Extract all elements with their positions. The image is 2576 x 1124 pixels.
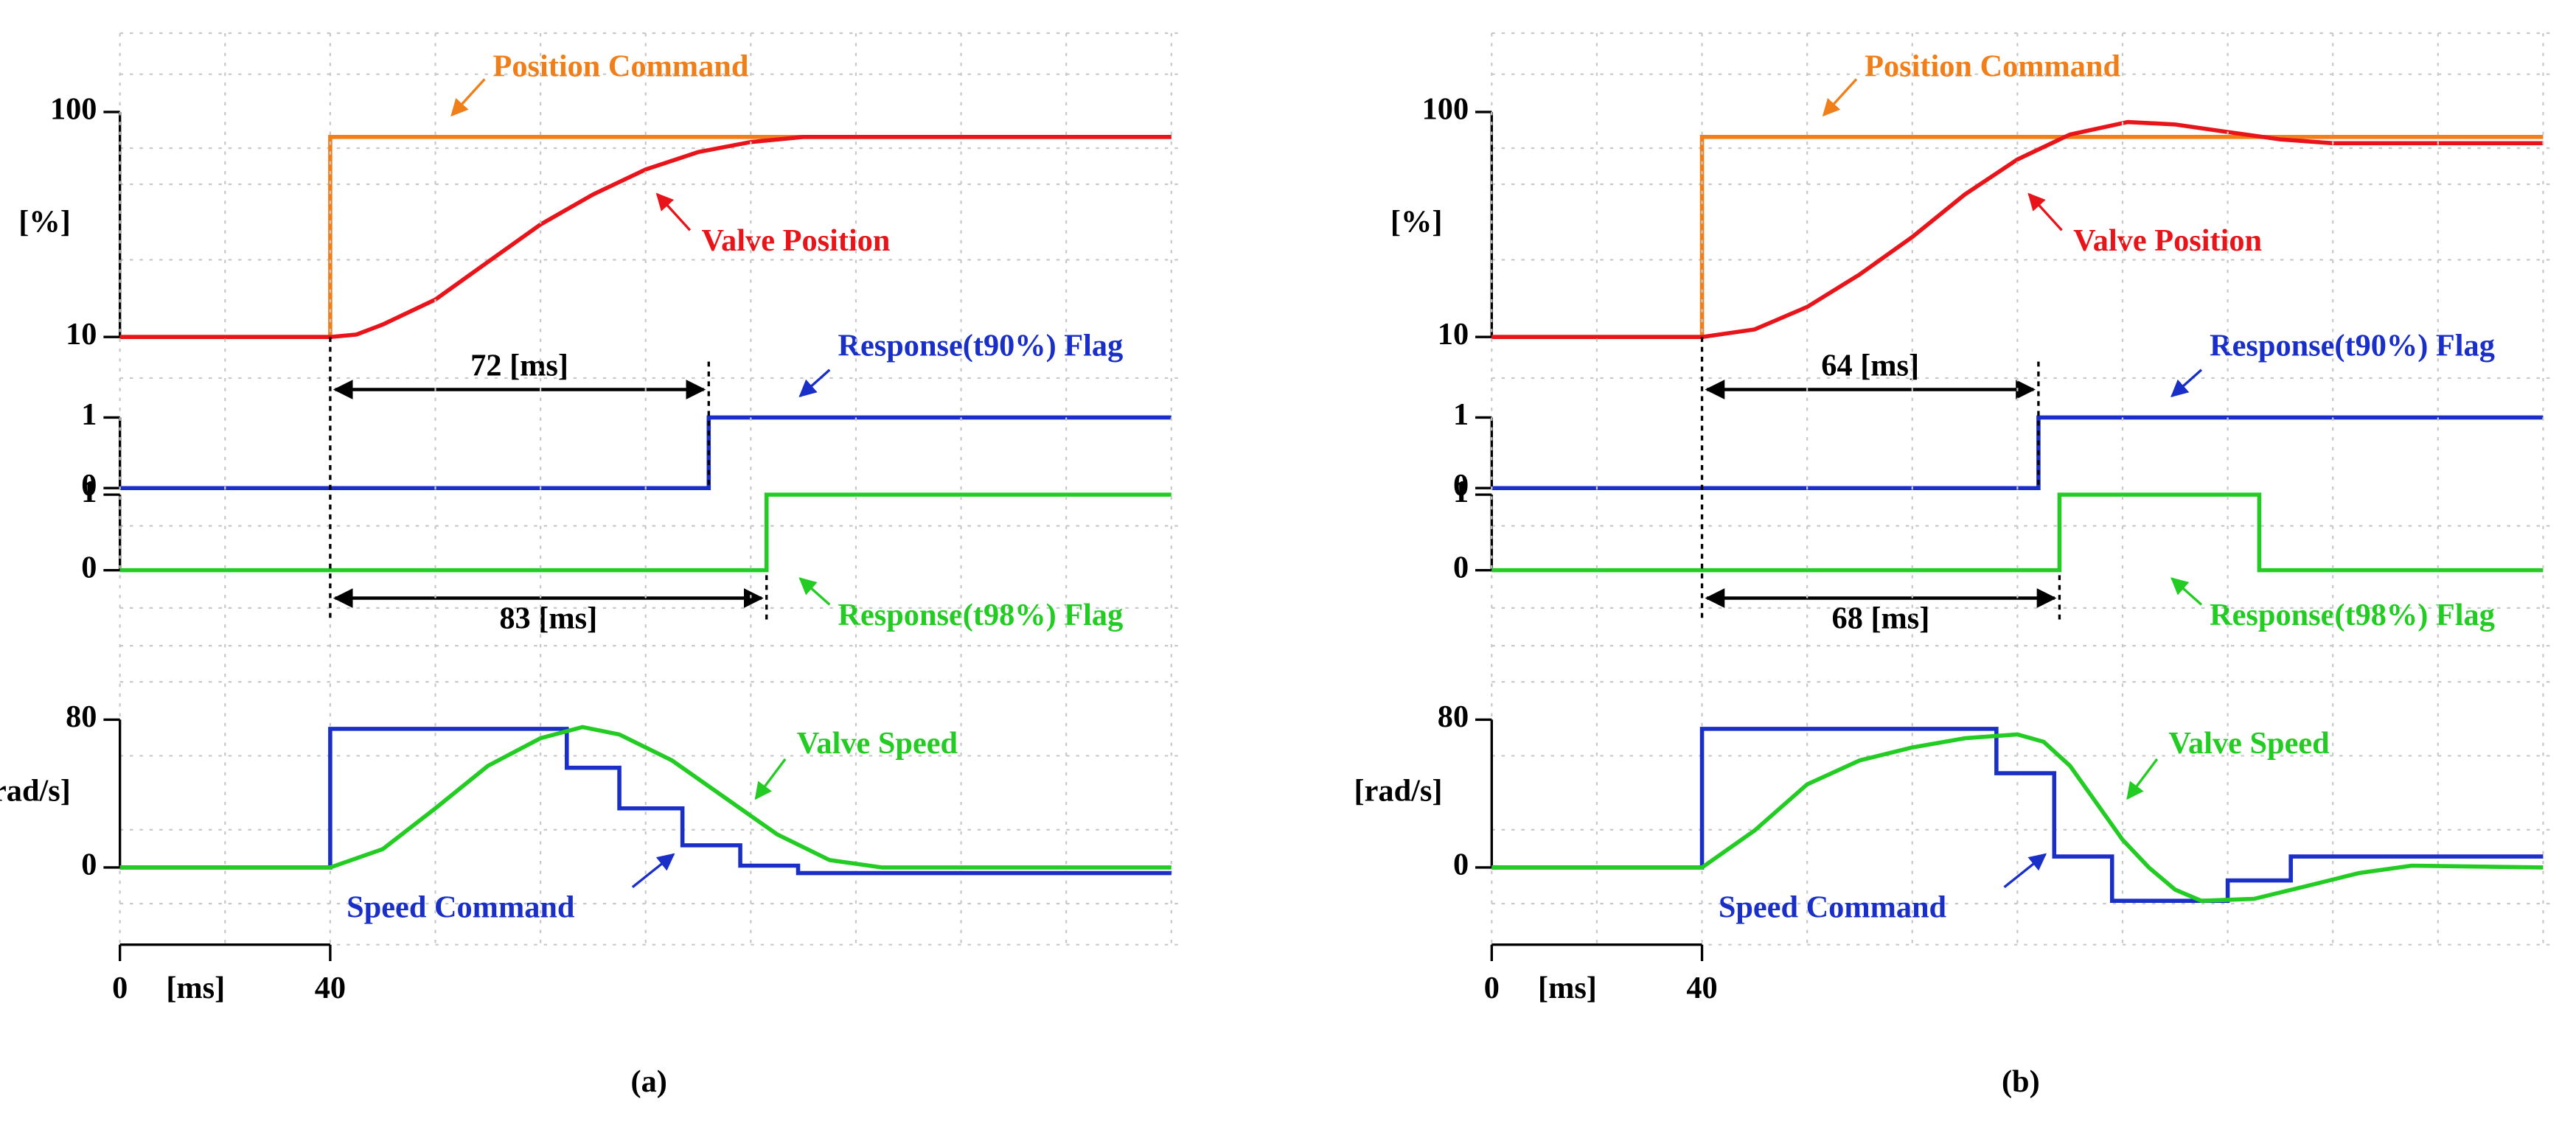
y-tick-label: 10 <box>66 317 97 352</box>
series-line <box>119 725 1172 870</box>
series-label: Valve Speed <box>2168 726 2330 761</box>
y-tick-label: 80 <box>1438 699 1469 734</box>
series-line <box>119 492 1172 573</box>
label-arrow <box>798 577 831 606</box>
label-arrow <box>754 758 787 800</box>
label-arrow <box>2171 369 2203 397</box>
y-axis-label: [%] <box>1390 204 1443 239</box>
caption: (b) <box>2002 1064 2040 1099</box>
series-label: Valve Position <box>701 223 890 258</box>
series-label: Response(t98%) Flag <box>838 598 1123 632</box>
y-tick-label: 1 <box>81 475 97 509</box>
label-arrow <box>2171 577 2203 606</box>
y-tick-label: 1 <box>1453 397 1469 432</box>
series-line <box>119 135 1172 340</box>
series-label: Valve Speed <box>797 726 958 761</box>
x-tick-label: 0 <box>1484 971 1500 1005</box>
series-line <box>119 727 1172 876</box>
dim-label: 68 [ms] <box>1832 601 1930 635</box>
series-label: Position Command <box>1865 49 2120 84</box>
series-label: Response(t90%) Flag <box>2210 329 2495 363</box>
y-tick-label: 0 <box>81 550 97 584</box>
y-tick-label: 10 <box>1438 317 1469 352</box>
label-arrow <box>655 192 692 231</box>
y-tick-label: 0 <box>1453 848 1469 882</box>
dim-label: 64 [ms] <box>1821 348 1919 383</box>
y-axis-label: [rad/s] <box>1354 773 1443 808</box>
x-tick-label: 40 <box>1686 971 1717 1005</box>
y-tick-label: 0 <box>81 468 97 503</box>
caption: (a) <box>631 1064 667 1099</box>
x-tick-label: 40 <box>315 971 346 1005</box>
label-arrow <box>1822 78 1858 117</box>
series-line <box>1491 727 2544 903</box>
y-tick-label: 100 <box>50 92 97 127</box>
y-tick-label: 0 <box>1453 468 1469 503</box>
series-label: Position Command <box>492 49 748 84</box>
y-tick-label: 0 <box>1453 550 1469 584</box>
series-label: Speed Command <box>347 890 575 925</box>
y-axis-label: [%] <box>18 204 71 239</box>
series-line <box>1491 492 2544 573</box>
series-label: Response(t90%) Flag <box>838 329 1123 363</box>
y-tick-label: 1 <box>1453 475 1469 509</box>
y-tick-label: 100 <box>1422 92 1469 127</box>
label-arrow <box>798 369 831 397</box>
label-arrow <box>631 853 675 889</box>
series-label: Speed Command <box>1719 890 1947 925</box>
y-tick-label: 80 <box>66 699 97 734</box>
x-axis-label: [ms] <box>1538 971 1597 1005</box>
label-arrow <box>2027 192 2063 231</box>
y-tick-label: 0 <box>81 848 97 882</box>
series-line <box>1491 119 2544 340</box>
series-label: Response(t98%) Flag <box>2210 598 2495 632</box>
label-arrow <box>450 78 486 117</box>
dim-label: 83 [ms] <box>499 601 597 635</box>
x-tick-label: 0 <box>112 971 128 1005</box>
series-line <box>1491 732 2544 904</box>
x-axis-label: [ms] <box>166 971 225 1005</box>
series-line <box>119 135 1172 340</box>
series-line <box>1491 135 2544 340</box>
label-arrow <box>2003 853 2047 889</box>
y-axis-label: [rad/s] <box>0 773 71 808</box>
label-arrow <box>2126 758 2159 800</box>
dim-label: 72 [ms] <box>470 348 568 383</box>
y-tick-label: 1 <box>81 397 97 432</box>
series-label: Valve Position <box>2073 223 2262 258</box>
